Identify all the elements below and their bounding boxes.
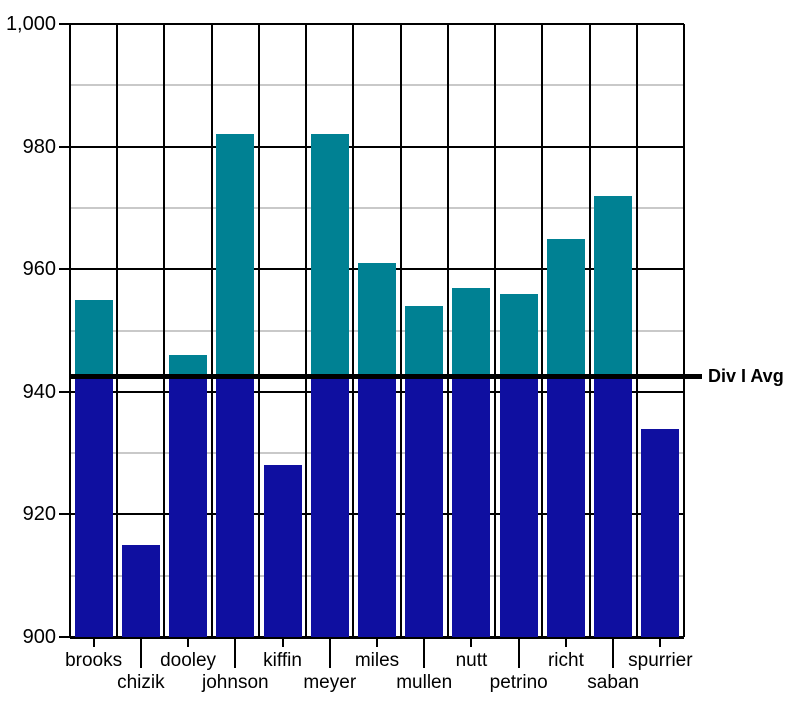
y-axis-tick-label-980: 980 [22, 135, 56, 158]
bar-kiffin-navy-segment [263, 465, 302, 637]
y-axis-tick-label-940: 940 [22, 380, 56, 403]
y-axis-tick-960 [59, 268, 70, 271]
bar-spurrier-navy-segment [641, 428, 680, 637]
x-axis-label-saban: saban [587, 672, 640, 693]
y-axis-line [69, 24, 71, 637]
bar-petrino-teal-segment [499, 293, 538, 377]
x-axis-label-chizik: chizik [117, 672, 165, 693]
x-axis-tick-petrino [517, 637, 520, 668]
y-axis-tick-980 [59, 145, 70, 148]
vertical-gridline-5 [305, 24, 308, 637]
bar-richt-navy-segment [546, 376, 585, 637]
y-axis-tick-940 [59, 390, 70, 393]
y-axis-tick-900 [59, 636, 70, 638]
x-axis-tick-saban [612, 637, 615, 668]
major-gridline-980 [70, 145, 684, 148]
vertical-gridline-3 [210, 24, 213, 637]
bar-meyer-teal-segment [310, 134, 349, 377]
vertical-gridline-7 [399, 24, 402, 637]
y-axis-tick-920 [59, 513, 70, 516]
x-axis-label-mullen: mullen [396, 672, 453, 693]
bar-mullen-navy-segment [405, 376, 444, 637]
bar-dooley-navy-segment [169, 376, 208, 637]
vertical-gridline-10 [541, 24, 544, 637]
x-axis-tick-mullen [423, 637, 426, 668]
x-axis-label-meyer: meyer [303, 672, 357, 693]
x-axis-tick-miles [376, 637, 378, 647]
bar-saban-teal-segment [594, 195, 633, 377]
x-axis-label-spurrier: spurrier [628, 650, 693, 671]
x-axis-tick-johnson [234, 637, 237, 668]
x-axis-label-brooks: brooks [65, 650, 123, 671]
minor-gridline-990 [70, 84, 684, 87]
x-axis-tick-kiffin [281, 637, 284, 647]
bar-chizik-navy-segment [121, 545, 160, 637]
x-axis-label-richt: richt [547, 650, 584, 671]
vertical-gridline-12 [635, 24, 638, 637]
x-axis-label-nutt: nutt [455, 650, 488, 671]
bar-miles-teal-segment [358, 263, 396, 377]
y-axis-tick-label-1000: 1,000 [5, 13, 56, 35]
bar-brooks-teal-segment [74, 299, 113, 377]
vertical-gridline-4 [257, 24, 260, 637]
vertical-gridline-9 [494, 24, 497, 637]
bar-nutt-navy-segment [452, 376, 491, 637]
reference-line-label: Div I Avg [708, 366, 784, 387]
bar-saban-navy-segment [594, 376, 633, 637]
x-axis-label-miles: miles [354, 650, 400, 671]
y-axis-tick-label-920: 920 [22, 503, 56, 526]
vertical-gridline-2 [163, 24, 166, 637]
x-axis-label-johnson: johnson [202, 672, 269, 693]
x-axis-tick-nutt [470, 637, 473, 647]
vertical-gridline-1 [116, 24, 119, 637]
x-axis-tick-dooley [187, 637, 190, 647]
bar-dooley-teal-segment [169, 355, 208, 377]
x-axis-tick-chizik [139, 637, 142, 668]
x-axis-label-dooley: dooley [160, 650, 217, 671]
x-axis-label-kiffin: kiffin [263, 650, 302, 671]
vertical-gridline-6 [352, 24, 355, 637]
bar-nutt-teal-segment [452, 287, 491, 377]
y-axis-tick-label-960: 960 [22, 258, 56, 281]
minor-gridline-970 [70, 206, 684, 209]
bar-miles-navy-segment [358, 376, 396, 637]
bar-johnson-navy-segment [216, 376, 255, 637]
vertical-gridline-11 [588, 24, 591, 637]
right-axis-line [683, 24, 685, 637]
y-axis-tick-label-900: 900 [22, 626, 56, 648]
bar-petrino-navy-segment [499, 376, 538, 637]
x-axis-tick-spurrier [659, 637, 662, 647]
reference-line [70, 373, 702, 379]
x-axis-tick-brooks [92, 637, 95, 647]
y-axis-tick-1000 [59, 23, 70, 25]
bar-meyer-navy-segment [310, 376, 349, 637]
bar-brooks-navy-segment [74, 376, 113, 637]
bar-richt-teal-segment [546, 238, 585, 377]
x-axis-tick-meyer [328, 637, 331, 668]
x-axis-label-petrino: petrino [489, 672, 548, 693]
bar-mullen-teal-segment [405, 305, 444, 377]
x-axis-tick-richt [564, 637, 567, 647]
bar-johnson-teal-segment [216, 134, 255, 377]
major-gridline-1000 [70, 23, 684, 25]
vertical-gridline-8 [446, 24, 449, 637]
